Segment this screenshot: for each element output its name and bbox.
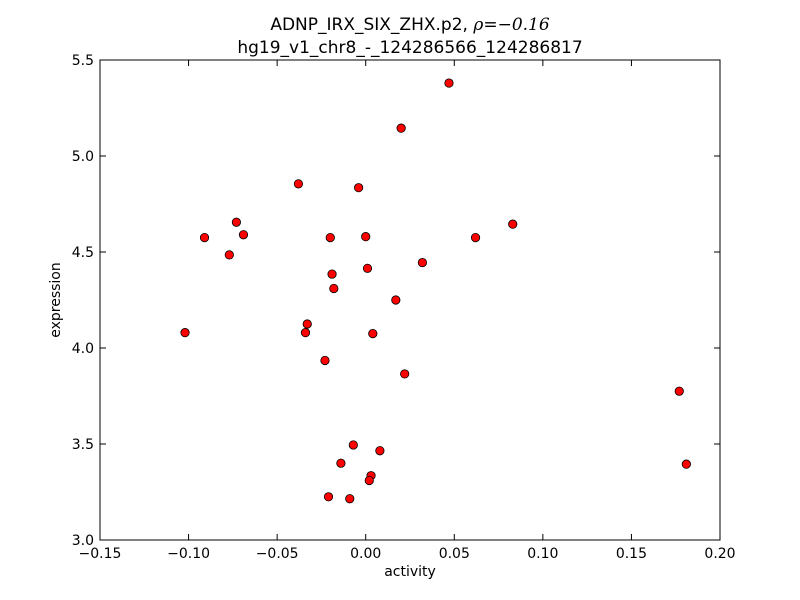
x-tick-label: 0.15 <box>616 546 647 562</box>
data-point <box>444 78 454 88</box>
data-point <box>300 328 311 338</box>
data-point <box>199 233 210 243</box>
x-tick-label: 0.10 <box>527 546 558 562</box>
data-point <box>302 319 312 329</box>
data-point <box>325 233 335 243</box>
data-point <box>320 355 330 366</box>
chart-title-line1: ADNP_IRX_SIX_ZHX.p2, ρ=−0.16 <box>270 15 550 35</box>
data-point <box>180 328 190 338</box>
x-tick-label: 0.00 <box>350 546 381 562</box>
plot-frame <box>99 59 721 541</box>
data-point <box>362 263 373 273</box>
data-point <box>345 494 355 504</box>
data-point <box>348 440 358 450</box>
x-axis-label: activity <box>384 564 436 580</box>
data-point <box>293 179 303 189</box>
data-point <box>417 257 427 268</box>
x-tick-label: −0.15 <box>79 546 122 562</box>
y-axis-label: expression <box>48 262 64 338</box>
axis-ticks: −0.15 −0.10 −0.05 0.00 0.05 0.10 0.15 0.20 3.0 3.… <box>72 53 736 562</box>
data-point <box>391 295 401 305</box>
data-points <box>180 78 691 504</box>
data-point <box>368 328 378 339</box>
data-point <box>224 250 234 260</box>
x-tick-label: 0.20 <box>704 546 735 562</box>
y-tick-label: 5.0 <box>72 149 94 165</box>
data-point <box>674 386 684 396</box>
y-tick-label: 4.5 <box>72 245 94 261</box>
y-tick-label: 5.5 <box>72 53 94 69</box>
data-point <box>375 446 385 456</box>
data-point <box>470 233 481 243</box>
y-tick-label: 4.0 <box>72 341 94 357</box>
data-point <box>396 123 406 133</box>
data-point <box>231 217 241 227</box>
chart-title-line2: hg19_v1_chr8_-_124286566_124286817 <box>237 38 582 58</box>
data-point <box>354 183 364 193</box>
data-point <box>238 230 249 240</box>
data-point <box>361 232 371 242</box>
y-tick-label: 3.0 <box>72 533 94 549</box>
x-tick-label: 0.05 <box>439 546 470 562</box>
x-tick-label: −0.05 <box>256 546 299 562</box>
data-point <box>327 269 337 279</box>
data-point <box>400 369 410 379</box>
data-point <box>329 283 339 294</box>
y-tick-label: 3.5 <box>72 437 94 453</box>
data-point <box>508 219 518 229</box>
x-tick-label: −0.10 <box>167 546 210 562</box>
data-point <box>364 475 374 486</box>
plot-area <box>100 60 720 540</box>
data-point <box>336 458 346 468</box>
data-point <box>323 492 334 502</box>
data-point <box>681 459 691 469</box>
